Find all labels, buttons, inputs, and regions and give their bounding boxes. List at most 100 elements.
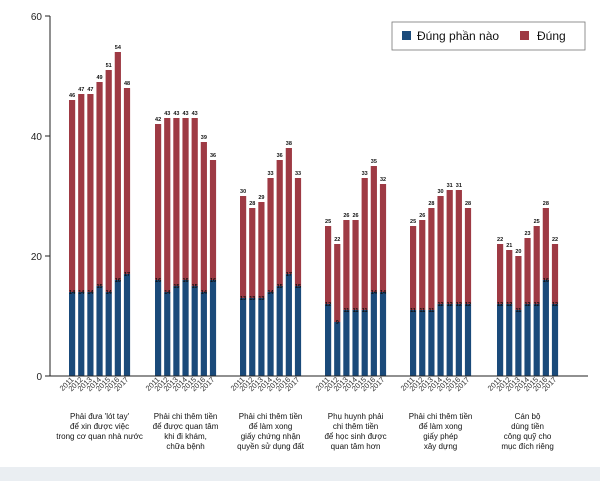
category-label-g0-line0: Phải đưa 'lót tay'	[70, 412, 130, 421]
dpn-label-g5-2012: 12	[506, 302, 512, 308]
dpn-label-g1-2017: 16	[210, 278, 216, 284]
bar-dung-g3-2015	[361, 178, 368, 310]
total-label-g2-2011: 30	[240, 189, 246, 195]
bar-dung-phan-nao-g5-2012	[506, 304, 513, 376]
bar-dung-phan-nao-g0-2012	[78, 292, 85, 376]
bar-dung-g4-2012	[419, 220, 426, 310]
total-label-g1-2017: 36	[210, 153, 216, 159]
dpn-label-g2-2013: 13	[258, 296, 264, 302]
dpn-label-g4-2016: 12	[456, 302, 462, 308]
y-tick-label-60: 60	[31, 12, 43, 23]
legend: Đúng phần nào Đúng	[391, 21, 586, 51]
bar-dung-phan-nao-g2-2012	[249, 298, 256, 376]
dpn-label-g2-2016: 17	[286, 272, 292, 278]
total-label-g3-2015: 33	[362, 171, 368, 177]
dpn-label-g4-2017: 12	[465, 302, 471, 308]
bar-dung-phan-nao-g4-2011	[410, 310, 417, 376]
category-label-g3-line3: quan tâm hơn	[331, 442, 381, 451]
dpn-label-g1-2011: 16	[155, 278, 161, 284]
bar-dung-phan-nao-g3-2017	[379, 292, 387, 376]
y-tick-label-40: 40	[31, 132, 43, 143]
total-label-g0-2014: 49	[96, 75, 102, 81]
total-label-g1-2015: 43	[192, 111, 198, 117]
dpn-label-g1-2012: 14	[164, 290, 171, 296]
total-label-g5-2015: 25	[534, 219, 540, 225]
category-label-g4-line1: để làm xong	[419, 422, 463, 431]
dpn-label-g0-2017: 17	[124, 272, 130, 278]
dpn-label-g0-2015: 14	[106, 290, 113, 296]
bar-dung-phan-nao-g0-2013	[87, 292, 94, 376]
category-label-g2-line1: để làm xong	[249, 422, 293, 431]
bar-dung-phan-nao-g0-2015	[105, 292, 112, 376]
dpn-label-g5-2016: 16	[543, 278, 549, 284]
bar-dung-phan-nao-g0-2017	[123, 274, 131, 376]
legend-label-dung: Đúng	[537, 29, 566, 43]
dpn-label-g4-2013: 11	[428, 308, 434, 314]
bar-dung-phan-nao-g3-2016	[370, 292, 377, 376]
dpn-label-g2-2014: 14	[267, 290, 274, 296]
total-label-g2-2017: 33	[295, 171, 301, 177]
bar-dung-g3-2016	[370, 166, 377, 292]
bar-dung-phan-nao-g5-2017	[551, 304, 559, 376]
dpn-label-g0-2016: 16	[115, 278, 121, 284]
total-label-g3-2017: 32	[380, 177, 386, 183]
dpn-label-g3-2016: 14	[371, 290, 378, 296]
dpn-label-g5-2017: 12	[552, 302, 558, 308]
bar-dung-g5-2017	[551, 244, 559, 304]
category-label-g5-line3: mục đích riêng	[501, 442, 553, 451]
bar-dung-phan-nao-g5-2016	[542, 280, 549, 376]
bar-dung-g5-2013	[515, 256, 522, 310]
category-label-g4-line2: giấy phép	[423, 432, 458, 441]
bar-dung-phan-nao-g1-2011	[155, 280, 162, 376]
category-label-g0-line1: để xin được việc	[70, 422, 129, 431]
bar-dung-phan-nao-g1-2013	[173, 286, 180, 376]
category-label-g2-line2: giấy chứng nhận	[241, 432, 301, 441]
dpn-label-g3-2017: 14	[380, 290, 387, 296]
category-label-g5-line1: dùng tiền	[511, 422, 544, 431]
total-label-g5-2012: 21	[506, 243, 512, 249]
bar-dung-g4-2013	[428, 208, 435, 310]
total-label-g4-2011: 25	[410, 219, 416, 225]
total-label-g4-2017: 28	[465, 201, 471, 207]
total-label-g0-2016: 54	[115, 45, 122, 51]
category-label-g0-line2: trong cơ quan nhà nước	[56, 432, 143, 441]
category-label-g1-line1: để được quan tâm	[153, 422, 219, 431]
bar-dung-g3-2013	[343, 220, 350, 310]
bar-dung-g5-2014	[524, 238, 531, 304]
bar-dung-phan-nao-g1-2017	[209, 280, 217, 376]
legend-label-dung-phan-nao: Đúng phần nào	[417, 29, 499, 43]
y-tick-label-20: 20	[31, 252, 43, 263]
total-label-g1-2011: 42	[155, 117, 161, 123]
bar-dung-phan-nao-g1-2015	[191, 286, 198, 376]
bar-dung-g0-2011	[69, 100, 76, 292]
bar-dung-g5-2011	[497, 244, 504, 304]
bar-dung-g0-2017	[123, 88, 131, 274]
total-label-g3-2014: 26	[352, 213, 358, 219]
total-label-g5-2013: 20	[515, 249, 521, 255]
legend-swatch-dung-phan-nao	[402, 31, 411, 40]
total-label-g4-2012: 26	[419, 213, 425, 219]
bar-dung-g0-2014	[96, 82, 103, 286]
bar-dung-g3-2012	[334, 244, 341, 322]
bar-dung-g0-2012	[78, 94, 85, 292]
bar-dung-g5-2015	[533, 226, 540, 304]
bar-dung-phan-nao-g0-2014	[96, 286, 103, 376]
dpn-label-g1-2013: 15	[173, 284, 179, 290]
bar-dung-g3-2014	[352, 220, 359, 310]
bar-dung-phan-nao-g2-2016	[285, 274, 292, 376]
dpn-label-g5-2014: 12	[524, 302, 530, 308]
bar-dung-g5-2016	[542, 208, 549, 280]
category-label-g4-line0: Phải chi thêm tiền	[409, 412, 473, 421]
dpn-label-g0-2012: 14	[78, 290, 85, 296]
dpn-label-g0-2014: 15	[96, 284, 102, 290]
bar-dung-g2-2016	[285, 148, 292, 274]
total-label-g4-2014: 30	[437, 189, 443, 195]
category-label-g3-line0: Phụ huynh phải	[328, 412, 384, 421]
total-label-g0-2011: 46	[69, 93, 75, 99]
category-label-g5-line2: công quỹ cho	[504, 432, 552, 441]
bar-dung-g4-2016	[455, 190, 462, 304]
bar-dung-g4-2011	[410, 226, 417, 310]
bar-dung-phan-nao-g1-2016	[200, 292, 207, 376]
total-label-g4-2016: 31	[456, 183, 462, 189]
bar-dung-phan-nao-g2-2015	[276, 286, 283, 376]
